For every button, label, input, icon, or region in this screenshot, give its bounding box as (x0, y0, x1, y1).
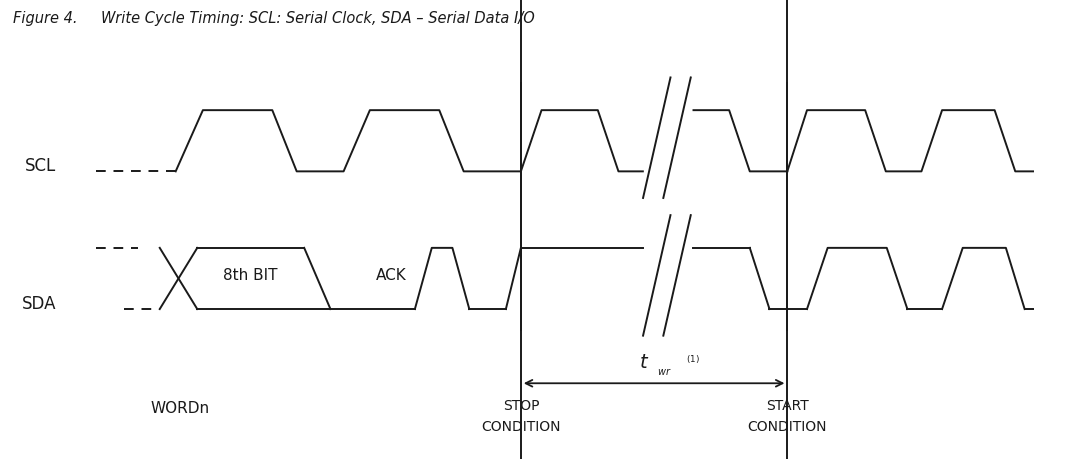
Text: Figure 4.: Figure 4. (13, 11, 78, 27)
Text: START: START (766, 399, 809, 414)
Text: CONDITION: CONDITION (481, 420, 561, 434)
Text: $t$: $t$ (639, 353, 649, 372)
Text: $^{(1)}$: $^{(1)}$ (687, 356, 700, 369)
Text: $_{wr}$: $_{wr}$ (658, 364, 672, 378)
Text: ACK: ACK (376, 268, 407, 283)
Text: CONDITION: CONDITION (747, 420, 827, 434)
Text: 8th BIT: 8th BIT (224, 268, 278, 283)
Text: SCL: SCL (26, 157, 56, 175)
Text: STOP: STOP (503, 399, 539, 414)
Text: WORDn: WORDn (150, 401, 210, 416)
Text: SDA: SDA (22, 295, 56, 313)
Text: Write Cycle Timing: SCL: Serial Clock, SDA – Serial Data I/O: Write Cycle Timing: SCL: Serial Clock, S… (101, 11, 535, 27)
